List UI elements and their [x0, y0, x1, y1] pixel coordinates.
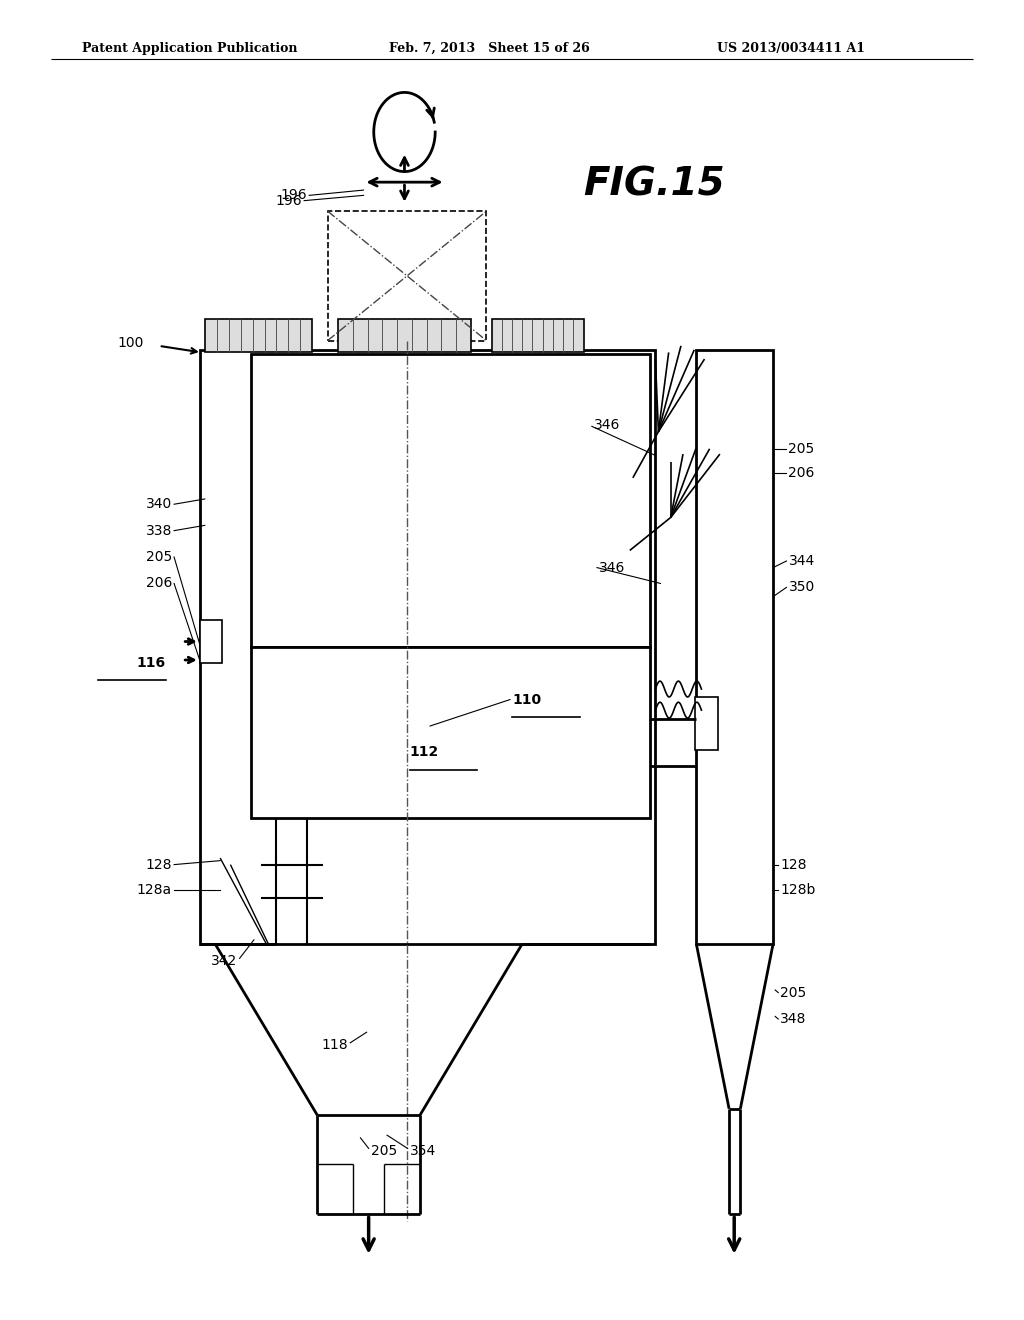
Text: 205: 205 [371, 1144, 397, 1158]
Text: 196: 196 [275, 194, 302, 207]
Bar [200, 350, 655, 944]
Text: 128a: 128a [137, 883, 172, 896]
Text: FIG.15: FIG.15 [584, 165, 725, 203]
Text: 206: 206 [788, 466, 815, 479]
Text: 116: 116 [137, 656, 166, 669]
Text: 340: 340 [145, 498, 172, 511]
Bar [338, 319, 471, 352]
Text: 128b: 128b [780, 883, 816, 896]
Text: 205: 205 [780, 986, 807, 999]
Text: 354: 354 [410, 1144, 436, 1158]
Bar [492, 319, 584, 352]
Text: 112: 112 [410, 746, 439, 759]
Bar [696, 350, 773, 944]
Text: 342: 342 [211, 954, 238, 968]
Bar [205, 319, 312, 352]
Bar [328, 211, 486, 341]
Text: 118: 118 [322, 1039, 348, 1052]
Text: Feb. 7, 2013   Sheet 15 of 26: Feb. 7, 2013 Sheet 15 of 26 [389, 42, 590, 55]
Text: US 2013/0034411 A1: US 2013/0034411 A1 [717, 42, 865, 55]
Text: 338: 338 [145, 524, 172, 537]
Text: Patent Application Publication: Patent Application Publication [82, 42, 297, 55]
Bar [251, 354, 650, 647]
Text: 196: 196 [281, 189, 307, 202]
Text: 346: 346 [594, 418, 621, 432]
Text: 205: 205 [788, 442, 815, 455]
Bar [695, 697, 718, 750]
Text: 205: 205 [145, 550, 172, 564]
Text: 348: 348 [780, 1012, 807, 1026]
Text: 344: 344 [788, 554, 815, 568]
Text: 128: 128 [145, 858, 172, 871]
Text: 206: 206 [145, 577, 172, 590]
Bar [200, 620, 222, 663]
Text: 110: 110 [512, 693, 541, 706]
Text: 350: 350 [788, 581, 815, 594]
Text: 128: 128 [780, 858, 807, 871]
Text: 100: 100 [117, 337, 143, 350]
Bar [251, 647, 650, 818]
Text: 346: 346 [599, 561, 626, 574]
